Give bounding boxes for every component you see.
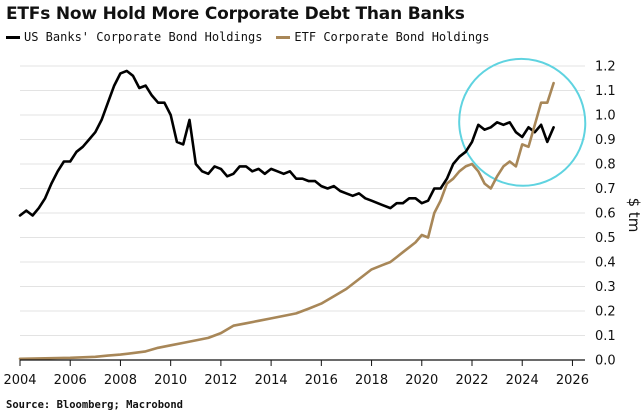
y-tick-1.1: 1.1 xyxy=(595,84,616,99)
legend-label-banks: US Banks' Corporate Bond Holdings xyxy=(24,30,263,44)
series-layer xyxy=(18,69,555,361)
y-tick-0.0: 0.0 xyxy=(595,354,616,369)
x-tick-2006: 2006 xyxy=(54,373,87,388)
x-tick-2004: 2004 xyxy=(3,373,36,388)
x-tick-2024: 2024 xyxy=(506,373,539,388)
x-tick-2016: 2016 xyxy=(305,373,338,388)
series-line-us-banks xyxy=(18,69,555,217)
y-tick-0.2: 0.2 xyxy=(595,305,616,320)
highlight-ellipse-0 xyxy=(458,57,587,187)
y-tick-0.1: 0.1 xyxy=(595,329,616,344)
x-tick-2012: 2012 xyxy=(204,373,237,388)
y-axis: 0.0 0.1 0.2 0.3 0.4 0.5 0.6 0.7 0.8 0.9 1.0 1.1 1.2 $… xyxy=(595,60,643,369)
y-tick-0.6: 0.6 xyxy=(595,207,616,222)
legend-item-banks: US Banks' Corporate Bond Holdings xyxy=(6,30,262,44)
y-tick-0.3: 0.3 xyxy=(595,280,616,295)
x-tick-2014: 2014 xyxy=(255,373,288,388)
y-tick-0.9: 0.9 xyxy=(595,133,616,148)
y-tick-0.8: 0.8 xyxy=(595,158,616,173)
legend-label-etf: ETF Corporate Bond Holdings xyxy=(294,30,490,44)
legend-swatch-banks xyxy=(6,35,20,39)
series-line-etf xyxy=(18,81,555,361)
legend-item-etf: ETF Corporate Bond Holdings xyxy=(276,30,490,44)
x-tick-2008: 2008 xyxy=(104,373,137,388)
y-axis-label: $ tm xyxy=(625,198,643,233)
x-tick-2026: 2026 xyxy=(556,373,589,388)
source-note: Source: Bloomberg; Macrobond xyxy=(6,399,184,411)
y-tick-0.5: 0.5 xyxy=(595,231,616,246)
x-axis: 2004 2006 2008 2010 2012 2014 2016 2018 2020 2022… xyxy=(3,359,589,388)
x-tick-2022: 2022 xyxy=(455,373,488,388)
y-tick-1.2: 1.2 xyxy=(595,60,616,75)
legend-swatch-etf xyxy=(276,35,291,39)
y-tick-0.4: 0.4 xyxy=(595,256,616,271)
y-tick-1.0: 1.0 xyxy=(595,109,616,124)
y-tick-0.7: 0.7 xyxy=(595,182,616,197)
x-tick-2018: 2018 xyxy=(355,373,388,388)
annotation-layer xyxy=(458,57,587,187)
gridlines xyxy=(20,65,585,336)
x-tick-2020: 2020 xyxy=(405,373,438,388)
chart-title: ETFs Now Hold More Corporate Debt Than B… xyxy=(6,4,465,24)
x-tick-2010: 2010 xyxy=(154,373,187,388)
legend: US Banks' Corporate Bond Holdings ETF Co… xyxy=(6,30,504,44)
